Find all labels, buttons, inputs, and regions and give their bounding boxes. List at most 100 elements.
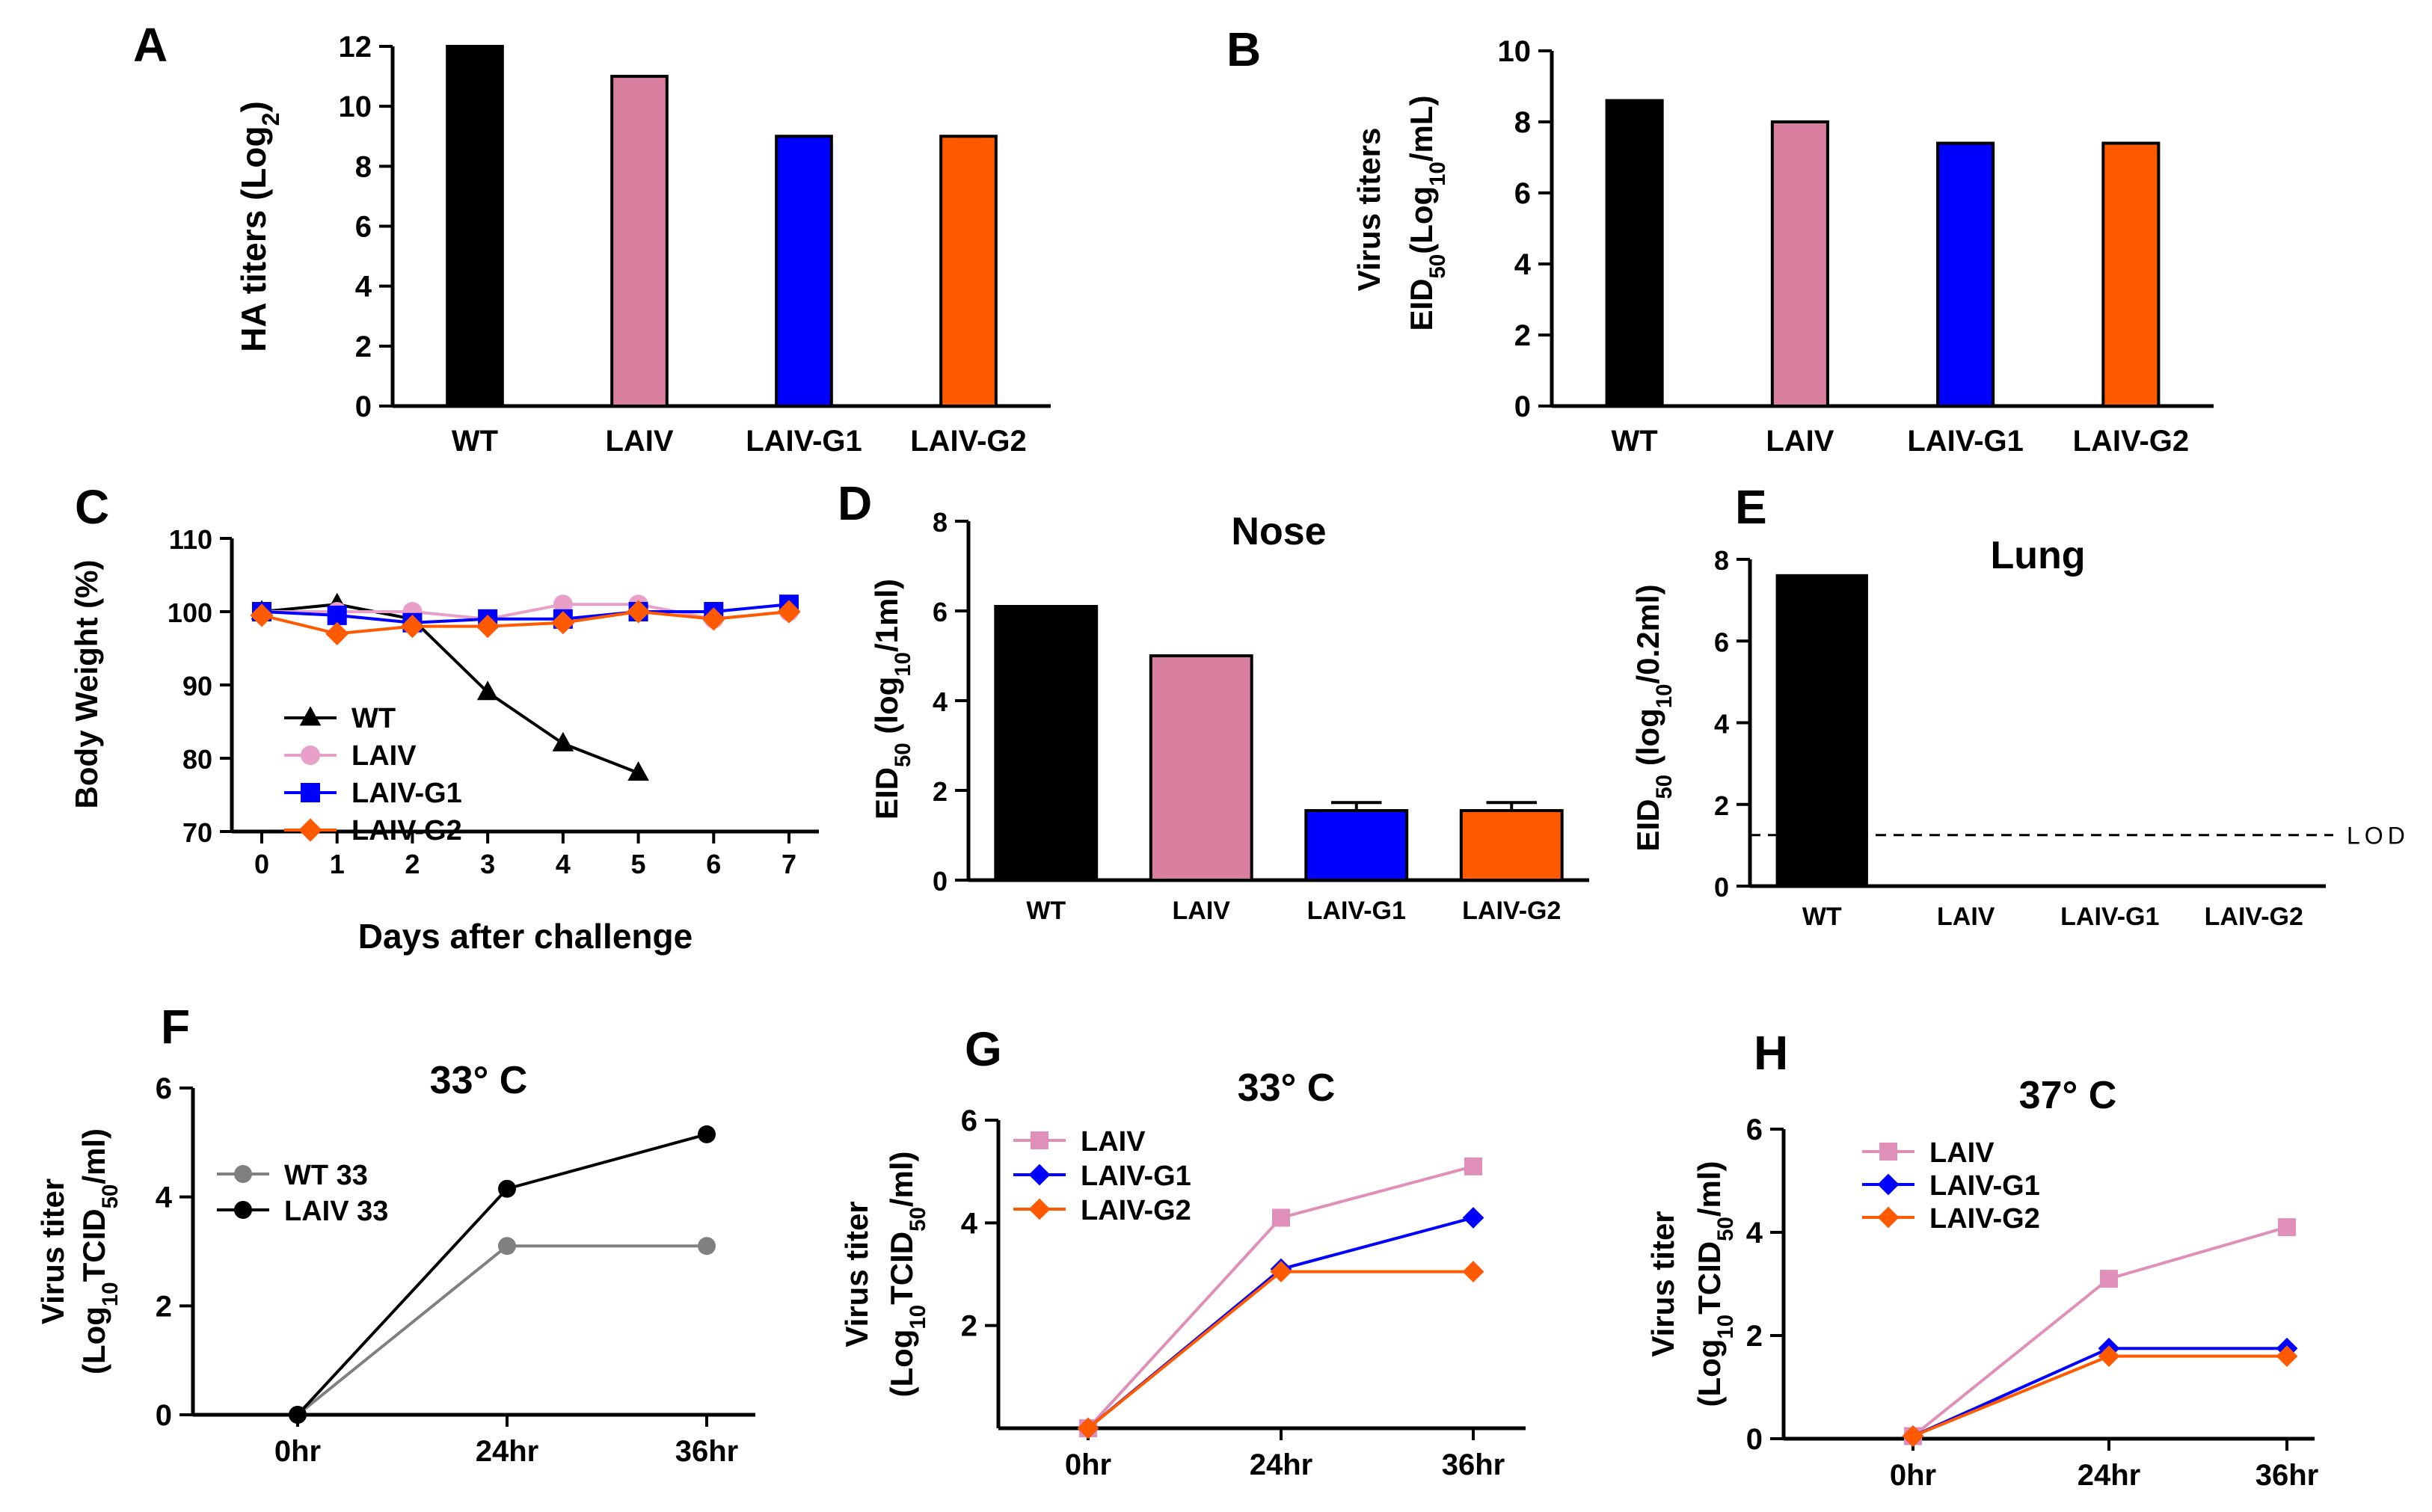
chart-title: 37° C <box>2019 1074 2117 1117</box>
series-line <box>1912 1354 2287 1438</box>
data-point <box>1272 1208 1290 1227</box>
bar-laiv <box>1149 654 1253 882</box>
y-tick-label: 0 <box>156 1399 172 1432</box>
x-tick-label: 0hr <box>274 1435 321 1468</box>
x-tick-label: LAIV <box>1937 903 1995 931</box>
bar-laiv-g1 <box>775 135 833 408</box>
x-tick-label: LAIV-G1 <box>1907 425 2024 458</box>
panel-e: E 0 2 4 6 8 WT LAIV LAIV-G1 LAIV-G2 Lung LOD EID50 (… <box>1630 480 2410 931</box>
series-laiv-g2 <box>250 600 801 645</box>
y-tick-label: 6 <box>1514 177 1531 210</box>
y-tick-label: 0 <box>1514 390 1531 423</box>
y-tick-label: 6 <box>156 1072 172 1105</box>
y-tick-label: 4 <box>1514 248 1532 281</box>
legend-item: WT <box>284 703 396 734</box>
legend-label: LAIV-G1 <box>1929 1170 2040 1202</box>
x-tick-label: 36hr <box>675 1435 739 1468</box>
y-axis-label: EID50 (log10/1ml) <box>869 579 915 820</box>
x-tick-label: 0 <box>254 849 269 879</box>
legend-marker <box>301 783 320 802</box>
series-laiv-33 <box>289 1125 716 1424</box>
x-tick-label: LAIV-G1 <box>746 425 862 458</box>
y-tick-label: 8 <box>355 150 372 183</box>
y-tick-label: 2 <box>355 331 372 363</box>
series-laiv-g1 <box>1077 1207 1484 1439</box>
x-tick-label: 24hr <box>1250 1448 1313 1481</box>
bar-laiv-g1 <box>1304 809 1409 882</box>
y-tick-label: 0 <box>1714 872 1729 903</box>
y-axis-label-units: (Log10TCID50/ml) <box>76 1128 123 1374</box>
y-axis-label: HA titers (Log2) <box>234 101 284 352</box>
x-tick-label: WT <box>1802 903 1842 931</box>
legend-item: WT 33 <box>217 1160 368 1191</box>
data-point <box>1902 1425 1924 1447</box>
data-point <box>698 1125 716 1143</box>
y-axis-label: EID50 (log10/0.2ml) <box>1630 584 1677 851</box>
y-tick-label: 10 <box>339 90 372 123</box>
chart-title: Lung <box>1990 534 2085 577</box>
bar-laiv <box>610 75 669 408</box>
panel-c: C 70 80 90 100 110 0 1 2 3 4 5 6 7 Days after challeng… <box>69 480 819 956</box>
legend-item: LAIV 33 <box>217 1196 388 1227</box>
bar-laiv <box>1770 120 1829 408</box>
data-point <box>698 1237 716 1256</box>
y-tick-label: 8 <box>1514 106 1531 139</box>
data-point <box>553 594 573 615</box>
data-point <box>627 761 649 781</box>
legend-item: LAIV <box>1013 1126 1146 1158</box>
x-tick-label: 7 <box>782 849 796 879</box>
chart-title: Nose <box>1231 510 1326 553</box>
lod-label: LOD <box>2347 823 2410 849</box>
panel-a: A 0 2 4 6 8 10 12 WT LAIV LAIV-G1 LAIV-G2 HA titers … <box>133 18 1051 458</box>
panel-letter: G <box>965 1022 1002 1076</box>
legend-marker <box>1879 1143 1897 1161</box>
y-axis-label: Virus titer <box>1645 1211 1680 1356</box>
y-tick-label: 2 <box>961 1310 977 1343</box>
data-point <box>476 680 499 701</box>
y-tick-label: 4 <box>1746 1217 1763 1250</box>
panel-letter: E <box>1735 480 1767 534</box>
legend-marker <box>298 818 322 842</box>
bar-wt <box>1775 574 1868 888</box>
panel-f: F 33° C 0 2 4 6 0hr 24hr 36hr Virus titer(Log10TC… <box>35 1000 755 1468</box>
y-axis-label-units: (Log10TCID50/ml) <box>1692 1161 1738 1407</box>
legend-label: WT <box>351 703 396 734</box>
bar-laiv-g2 <box>939 135 998 408</box>
legend-label: LAIV-G2 <box>1929 1203 2040 1235</box>
data-point <box>498 1237 516 1256</box>
legend-item: LAIV <box>1862 1137 1995 1169</box>
series-line <box>296 1244 707 1416</box>
panel-h: H 37° C 0 2 4 6 0hr 24hr 36hr Virus titer (Log10TC… <box>1645 1026 2318 1492</box>
legend-item: LAIV <box>284 740 417 772</box>
y-axis-label: Virus titers <box>1351 128 1387 292</box>
data-point <box>1464 1157 1482 1176</box>
legend-item: LAIV-G1 <box>1862 1170 2040 1202</box>
y-axis-label: Virus titer <box>839 1201 874 1347</box>
legend-item: LAIV-G2 <box>1862 1203 2040 1235</box>
panel-letter: H <box>1754 1026 1788 1080</box>
legend-marker <box>1877 1173 1900 1196</box>
y-tick-label: 6 <box>355 211 372 244</box>
panel-d: D 0 2 4 6 8 WT LAIV LAIV-G1 LAIV-G2 Nose EID50 (log… <box>838 476 1589 925</box>
legend-label: LAIV 33 <box>284 1196 388 1227</box>
series-laiv-g2 <box>1077 1261 1484 1439</box>
panel-letter: A <box>133 18 168 72</box>
legend-item: LAIV-G2 <box>1013 1195 1191 1226</box>
data-point <box>400 615 425 639</box>
data-point <box>1462 1207 1484 1229</box>
y-tick-label: 4 <box>156 1181 173 1214</box>
y-tick-label: 8 <box>933 507 948 538</box>
legend-label: LAIV-G1 <box>1081 1161 1191 1192</box>
x-tick-label: 24hr <box>2078 1459 2141 1492</box>
bar-wt <box>446 45 504 408</box>
panel-letter: D <box>838 476 872 530</box>
data-point <box>1462 1261 1484 1282</box>
series-line <box>261 603 639 775</box>
data-point <box>289 1406 307 1424</box>
legend-label: LAIV-G2 <box>1081 1195 1191 1226</box>
x-tick-label: 1 <box>330 849 345 879</box>
series-line <box>1087 1270 1473 1430</box>
legend-marker <box>301 746 320 765</box>
legend-marker <box>1877 1206 1900 1229</box>
y-tick-label: 2 <box>1514 319 1531 352</box>
